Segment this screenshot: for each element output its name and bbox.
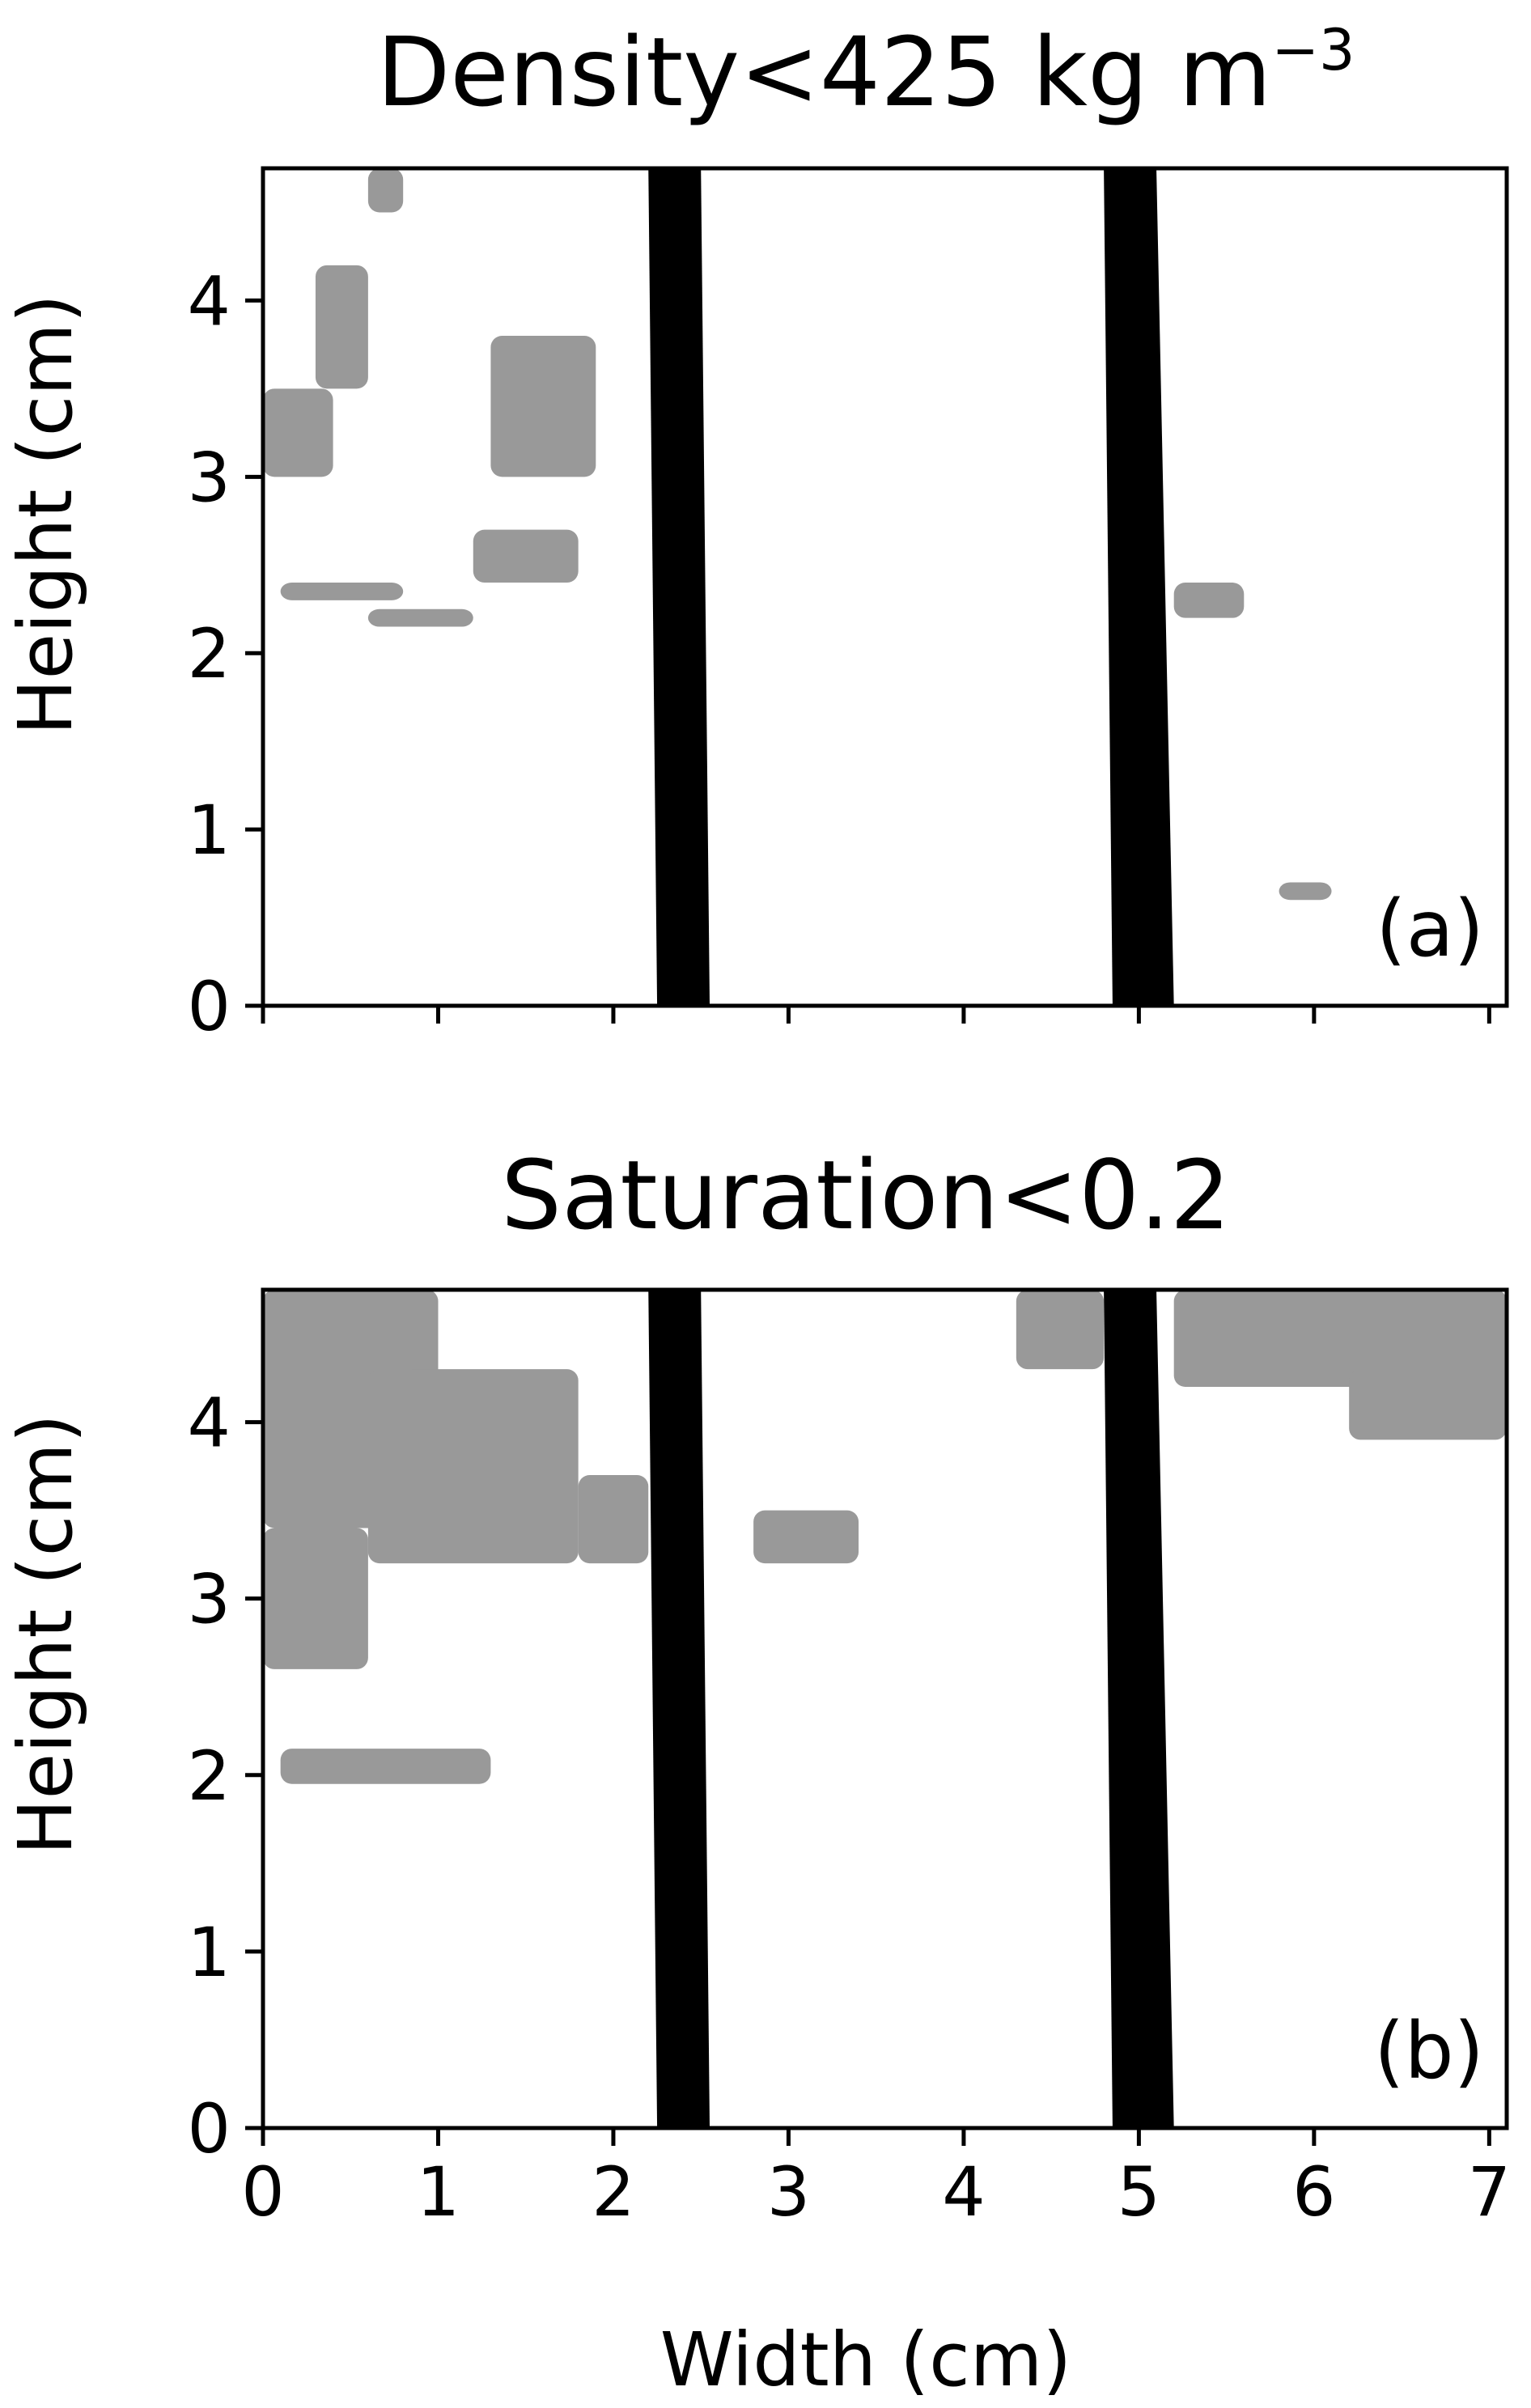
panel-a-panel-label: (a) (1376, 884, 1484, 974)
panel-a-background (263, 168, 1507, 1006)
panel-b-ytick-label-4: 4 (188, 1384, 231, 1463)
panel-a-mask-region-6 (367, 168, 404, 213)
panel-a: Density<425 kg m−3 0 1 2 3 4 (a) Height (cm) (2, 16, 1509, 1046)
panel-b-title: Saturation<0.2 (501, 1139, 1231, 1251)
panel-a-mask-region-0 (263, 388, 333, 477)
panel-a-ytick-label-4: 4 (188, 261, 231, 341)
panel-b-mask-region-4 (578, 1475, 649, 1564)
panel-a-ytick-label-2: 2 (188, 614, 231, 693)
panel-b-ytick-label-2: 2 (188, 1736, 231, 1816)
panel-a-mask-region-4 (473, 529, 579, 583)
panel-a-rod-1 (648, 168, 710, 1006)
panel-b-rod-1 (648, 1290, 710, 2128)
panel-a-ytick-label-3: 3 (188, 438, 231, 517)
panel-a-mask-region-7 (1173, 583, 1245, 618)
panel-b-xlabel: Width (cm) (660, 2317, 1072, 2403)
panel-b-mask-region-7 (1173, 1290, 1507, 1387)
panel-a-mask-region-5 (490, 336, 596, 477)
panel-a-mask-region-8 (1279, 882, 1332, 901)
panel-a-axes-frame (261, 166, 1509, 1008)
panel-a-title: Density<425 kg m−3 (376, 16, 1355, 128)
panel-b-mask-region-2 (367, 1369, 579, 1564)
panel-b-xtick-label-3: 3 (767, 2152, 810, 2232)
panel-b-axes-frame (261, 1287, 1509, 2130)
panel-b-panel-label: (b) (1374, 2006, 1484, 2096)
panel-b-xtick-label-1: 1 (417, 2152, 460, 2232)
panel-a-mask-region-3 (367, 608, 473, 627)
panel-b: Saturation<0.2 0 1 2 3 4 5 6 7 0 1 2 3 4 (b) Height (… (2, 1139, 1511, 2403)
panel-b-ytick-label-3: 3 (188, 1560, 231, 1639)
panel-a-ytick-label-0: 0 (188, 967, 231, 1046)
panel-b-xtick-label-0: 0 (241, 2152, 284, 2232)
panel-a-ytick-label-1: 1 (188, 791, 231, 870)
panel-a-mask-region-1 (315, 265, 368, 389)
panel-b-mask-region-5 (753, 1510, 859, 1564)
panel-b-xtick-label-7: 7 (1468, 2152, 1511, 2232)
panel-a-plot-area: 0 1 2 3 4 (a) (188, 166, 1509, 1046)
panel-b-ytick-label-0: 0 (188, 2089, 231, 2168)
panel-b-plot-area: 0 1 2 3 4 5 6 7 0 1 2 3 4 (b) (188, 1287, 1511, 2232)
panel-b-xtick-label-6: 6 (1292, 2152, 1335, 2232)
panel-a-mask-region-2 (280, 583, 404, 600)
panel-b-mask-region-8 (1349, 1369, 1507, 1440)
panel-b-ytick-label-1: 1 (188, 1913, 231, 1992)
panel-b-xtick-label-2: 2 (592, 2152, 634, 2232)
panel-b-rod-2 (1104, 1290, 1174, 2128)
panel-b-ylabel: Height (cm) (2, 1414, 89, 1855)
panel-b-xtick-label-5: 5 (1118, 2152, 1160, 2232)
panel-a-rod-2 (1104, 168, 1174, 1006)
panel-b-mask-region-6 (1016, 1290, 1105, 1370)
panel-b-mask-layer (263, 1290, 1507, 1784)
panel-b-xtick-label-4: 4 (942, 2152, 985, 2232)
panel-a-ylabel: Height (cm) (2, 294, 89, 735)
panel-b-mask-region-3 (280, 1749, 491, 1784)
panel-b-mask-region-0 (263, 1528, 368, 1669)
panel-a-mask-layer (263, 168, 1332, 901)
